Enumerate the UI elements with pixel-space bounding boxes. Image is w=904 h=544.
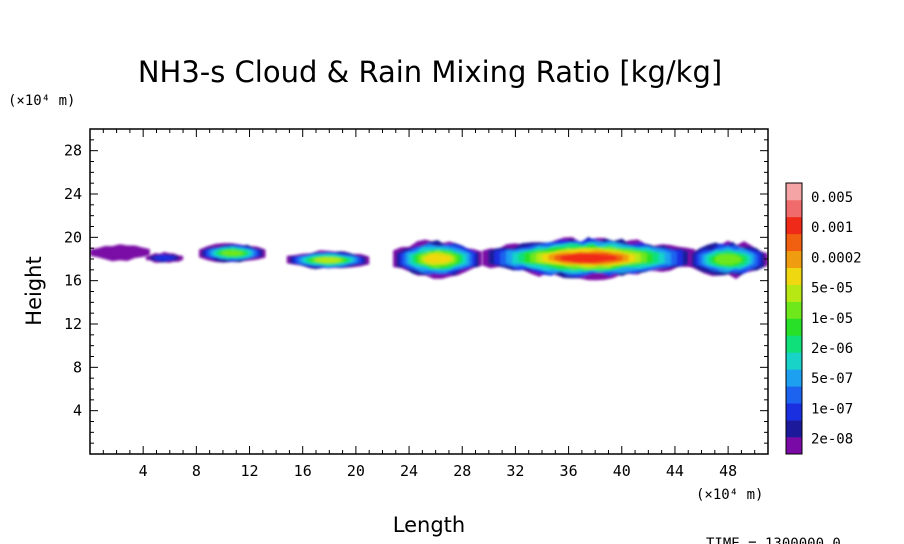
x-tick-label: 12	[240, 462, 258, 480]
y-tick-label: 16	[64, 272, 82, 290]
colorbar: 0.005 0.001 0.0002 5e-05 1e-05 2e-06 5e-07 1e-0…	[785, 182, 862, 455]
colorbar-swatch	[786, 301, 802, 319]
y-tick-label: 24	[64, 185, 82, 203]
x-tick-label: 4	[139, 462, 148, 480]
x-tick-label: 24	[400, 462, 418, 480]
cloud-contour	[90, 244, 150, 262]
x-tick-label: 16	[294, 462, 312, 480]
y-tick-label: 20	[64, 228, 82, 246]
colorbar-level-label: 5e-05	[811, 281, 853, 297]
colorbar-frame	[785, 182, 803, 455]
y-tick-label: 28	[64, 142, 82, 160]
cloud-region	[286, 250, 370, 270]
colorbar-level-label: 0.005	[811, 190, 853, 206]
cloud-region	[688, 240, 768, 279]
cloud-region	[393, 239, 483, 279]
x-axis-unit: (×10⁴ m)	[696, 487, 763, 503]
x-tick-label: 32	[506, 462, 524, 480]
colorbar-swatch	[786, 386, 802, 404]
y-tick-label: 8	[73, 358, 82, 376]
cloud-field	[90, 236, 768, 281]
colorbar-swatch	[786, 233, 802, 252]
y-axis-unit: (×10⁴ m)	[8, 93, 75, 109]
colorbar-swatch	[786, 267, 802, 285]
colorbar-level-label: 1e-07	[811, 401, 853, 417]
x-tick-label: 28	[453, 462, 471, 480]
colorbar-swatch	[786, 216, 802, 235]
cloud-contour	[424, 253, 451, 264]
colorbar-level-label: 0.001	[811, 220, 853, 236]
colorbar-swatch	[786, 437, 802, 455]
cloud-contour	[315, 257, 341, 263]
cloud-contour	[560, 253, 617, 264]
x-tick-label: 48	[719, 462, 737, 480]
colorbar-level-label: 2e-06	[811, 341, 853, 357]
colorbar-swatch	[786, 369, 802, 387]
x-tick-label: 44	[666, 462, 684, 480]
colorbar-swatch	[786, 284, 802, 302]
x-axis-label: Length	[393, 513, 465, 537]
cloud-contour	[715, 254, 741, 265]
x-tick-label: 20	[347, 462, 365, 480]
colorbar-level-label: 2e-08	[811, 432, 853, 448]
y-axis-label: Height	[22, 256, 46, 325]
cloud-region	[199, 243, 266, 263]
x-tick-label: 8	[192, 462, 201, 480]
cloud-region	[145, 252, 184, 263]
cloud-contour	[221, 250, 243, 256]
x-tick-label: 36	[560, 462, 578, 480]
colorbar-level-label: 0.0002	[811, 250, 862, 266]
colorbar-swatch	[786, 318, 802, 336]
cloud-contour	[153, 254, 176, 261]
colorbar-swatch	[786, 250, 802, 268]
colorbar-level-label: 1e-05	[811, 311, 853, 327]
colorbar-swatch	[786, 420, 802, 438]
colorbar-swatch	[786, 183, 802, 201]
time-label: TIME = 1300000.0	[706, 536, 841, 544]
y-tick-label: 12	[64, 315, 82, 333]
colorbar-swatch	[786, 352, 802, 370]
x-tick-label: 40	[613, 462, 631, 480]
colorbar-level-label: 5e-07	[811, 371, 853, 387]
colorbar-swatch	[786, 335, 802, 353]
chart-title: NH3-s Cloud & Rain Mixing Ratio [kg/kg]	[138, 55, 722, 89]
plot-background	[90, 129, 768, 454]
cloud-region	[90, 244, 150, 262]
colorbar-swatch	[786, 199, 802, 218]
colorbar-swatch	[786, 403, 802, 421]
y-tick-label: 4	[73, 402, 82, 420]
cloud-region	[482, 236, 695, 281]
